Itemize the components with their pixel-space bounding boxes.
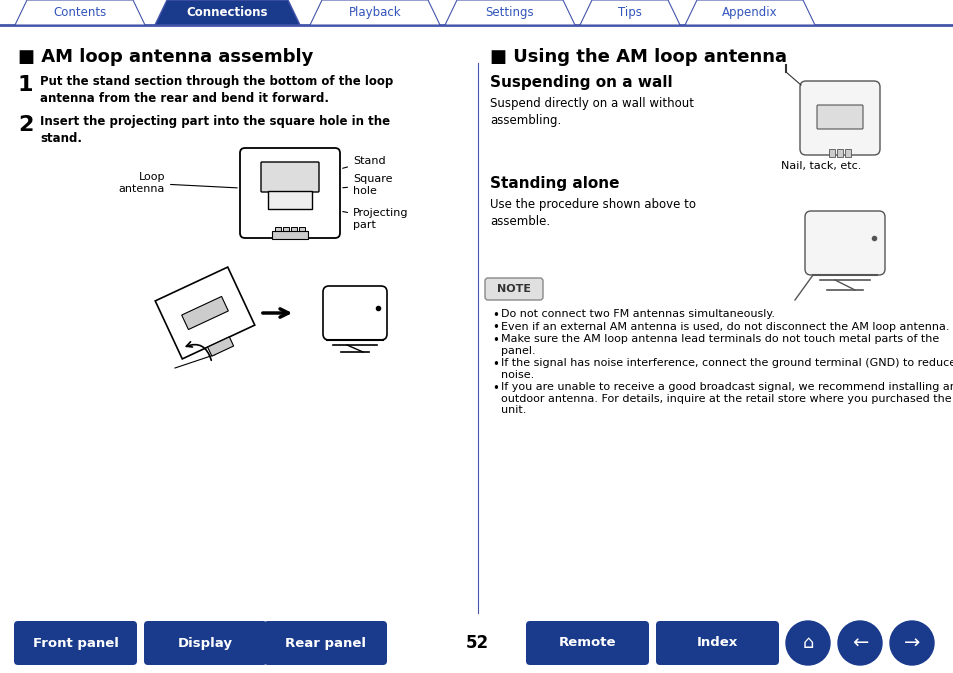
Text: 52: 52 bbox=[465, 634, 488, 652]
Polygon shape bbox=[15, 0, 145, 25]
Text: Display: Display bbox=[178, 637, 233, 649]
Text: 1: 1 bbox=[18, 75, 33, 95]
Text: ■ AM loop antenna assembly: ■ AM loop antenna assembly bbox=[18, 48, 313, 66]
Text: Nail, tack, etc.: Nail, tack, etc. bbox=[781, 161, 861, 171]
Bar bbox=[268, 191, 312, 209]
Text: 2: 2 bbox=[18, 115, 33, 135]
Text: panel.: panel. bbox=[500, 345, 535, 355]
Text: Rear panel: Rear panel bbox=[285, 637, 366, 649]
Text: NOTE: NOTE bbox=[497, 284, 531, 294]
Text: Stand: Stand bbox=[342, 156, 385, 168]
Text: Appendix: Appendix bbox=[721, 6, 777, 19]
Text: If you are unable to receive a good broadcast signal, we recommend installing an: If you are unable to receive a good broa… bbox=[500, 382, 953, 392]
FancyBboxPatch shape bbox=[484, 278, 542, 300]
Text: Contents: Contents bbox=[53, 6, 107, 19]
FancyBboxPatch shape bbox=[14, 621, 137, 665]
Polygon shape bbox=[181, 296, 228, 330]
Text: Index: Index bbox=[696, 637, 738, 649]
FancyBboxPatch shape bbox=[656, 621, 779, 665]
Bar bbox=[291, 227, 296, 235]
Text: Tips: Tips bbox=[618, 6, 641, 19]
Text: ■ Using the AM loop antenna: ■ Using the AM loop antenna bbox=[490, 48, 786, 66]
Text: Put the stand section through the bottom of the loop
antenna from the rear and b: Put the stand section through the bottom… bbox=[40, 75, 393, 105]
Text: Suspend directly on a wall without
assembling.: Suspend directly on a wall without assem… bbox=[490, 97, 693, 127]
Text: unit.: unit. bbox=[500, 405, 526, 415]
FancyBboxPatch shape bbox=[261, 162, 318, 192]
Polygon shape bbox=[684, 0, 814, 25]
Text: Standing alone: Standing alone bbox=[490, 176, 618, 191]
Polygon shape bbox=[155, 267, 254, 359]
Bar bbox=[836, 149, 842, 157]
FancyBboxPatch shape bbox=[264, 621, 387, 665]
Bar bbox=[828, 149, 834, 157]
Text: •: • bbox=[492, 309, 498, 322]
Text: →: → bbox=[902, 633, 920, 653]
Text: ←: ← bbox=[851, 633, 867, 653]
Text: Playback: Playback bbox=[349, 6, 401, 19]
FancyBboxPatch shape bbox=[800, 81, 879, 155]
Circle shape bbox=[889, 621, 933, 665]
Polygon shape bbox=[310, 0, 439, 25]
Text: ⌂: ⌂ bbox=[801, 634, 813, 652]
Circle shape bbox=[785, 621, 829, 665]
Text: •: • bbox=[492, 382, 498, 395]
Text: Do not connect two FM antennas simultaneously.: Do not connect two FM antennas simultane… bbox=[500, 309, 774, 319]
Text: Remote: Remote bbox=[558, 637, 616, 649]
Text: •: • bbox=[492, 334, 498, 347]
Bar bbox=[283, 227, 289, 235]
Text: Settings: Settings bbox=[485, 6, 534, 19]
Text: •: • bbox=[492, 322, 498, 334]
Text: outdoor antenna. For details, inquire at the retail store where you purchased th: outdoor antenna. For details, inquire at… bbox=[500, 394, 951, 404]
FancyBboxPatch shape bbox=[144, 621, 267, 665]
Text: Square
hole: Square hole bbox=[342, 174, 392, 196]
Polygon shape bbox=[208, 337, 233, 356]
FancyBboxPatch shape bbox=[816, 105, 862, 129]
FancyBboxPatch shape bbox=[240, 148, 339, 238]
Text: noise.: noise. bbox=[500, 369, 534, 380]
Circle shape bbox=[837, 621, 882, 665]
Bar bbox=[844, 149, 850, 157]
FancyBboxPatch shape bbox=[525, 621, 648, 665]
FancyBboxPatch shape bbox=[323, 286, 387, 340]
Text: Projecting
part: Projecting part bbox=[342, 208, 408, 229]
FancyBboxPatch shape bbox=[804, 211, 884, 275]
Text: Connections: Connections bbox=[187, 6, 268, 19]
Text: Front panel: Front panel bbox=[32, 637, 118, 649]
Text: Insert the projecting part into the square hole in the
stand.: Insert the projecting part into the squa… bbox=[40, 115, 390, 145]
Bar bbox=[274, 227, 281, 235]
Text: Loop
antenna: Loop antenna bbox=[118, 172, 237, 194]
Text: If the signal has noise interference, connect the ground terminal (GND) to reduc: If the signal has noise interference, co… bbox=[500, 358, 953, 368]
Text: •: • bbox=[492, 358, 498, 371]
Bar bbox=[298, 227, 305, 235]
Text: Make sure the AM loop antenna lead terminals do not touch metal parts of the: Make sure the AM loop antenna lead termi… bbox=[500, 334, 939, 344]
Text: Use the procedure shown above to
assemble.: Use the procedure shown above to assembl… bbox=[490, 198, 696, 228]
Polygon shape bbox=[579, 0, 679, 25]
Bar bbox=[272, 231, 308, 239]
Text: Even if an external AM antenna is used, do not disconnect the AM loop antenna.: Even if an external AM antenna is used, … bbox=[500, 322, 948, 332]
Polygon shape bbox=[154, 0, 299, 25]
Polygon shape bbox=[444, 0, 575, 25]
Text: Suspending on a wall: Suspending on a wall bbox=[490, 75, 672, 90]
